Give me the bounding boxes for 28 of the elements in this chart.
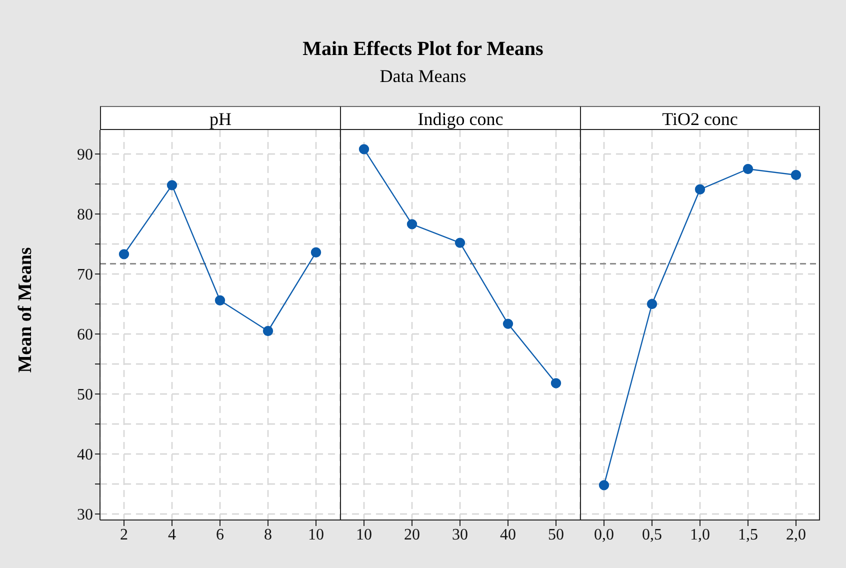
- chart-title: TiO2 conc: [580, 106, 820, 130]
- chart-title: pH: [100, 106, 340, 130]
- y-axis-title: Mean of Means: [15, 247, 37, 373]
- x-tick-label: 30: [452, 526, 468, 544]
- x-tick-label: 2,0: [786, 526, 806, 544]
- y-tick-label: 90: [77, 146, 93, 164]
- y-tick-label: 60: [77, 326, 93, 344]
- x-tick-label: 2: [120, 526, 128, 544]
- x-tick-label: 0,5: [642, 526, 662, 544]
- x-tick-label: 8: [264, 526, 272, 544]
- x-tick-label: 10: [356, 526, 372, 544]
- text: Main Effects Plot for Means: [302, 38, 544, 61]
- text: Data Means: [378, 66, 468, 87]
- x-tick-label: 20: [404, 526, 420, 544]
- x-tick-label: 10: [308, 526, 324, 544]
- x-tick-label: 0,0: [594, 526, 614, 544]
- y-tick-label: 80: [77, 206, 93, 224]
- chart-title: Indigo conc: [340, 106, 580, 130]
- y-tick-label: 70: [77, 266, 93, 284]
- x-tick-label: 4: [168, 526, 176, 544]
- x-tick-label: 50: [548, 526, 564, 544]
- y-tick-label: 30: [77, 506, 93, 524]
- x-tick-label: 6: [216, 526, 224, 544]
- x-tick-label: 1,5: [738, 526, 758, 544]
- y-tick-label: 50: [77, 386, 93, 404]
- x-tick-label: 1,0: [690, 526, 710, 544]
- x-tick-label: 40: [500, 526, 516, 544]
- y-tick-label: 40: [77, 446, 93, 464]
